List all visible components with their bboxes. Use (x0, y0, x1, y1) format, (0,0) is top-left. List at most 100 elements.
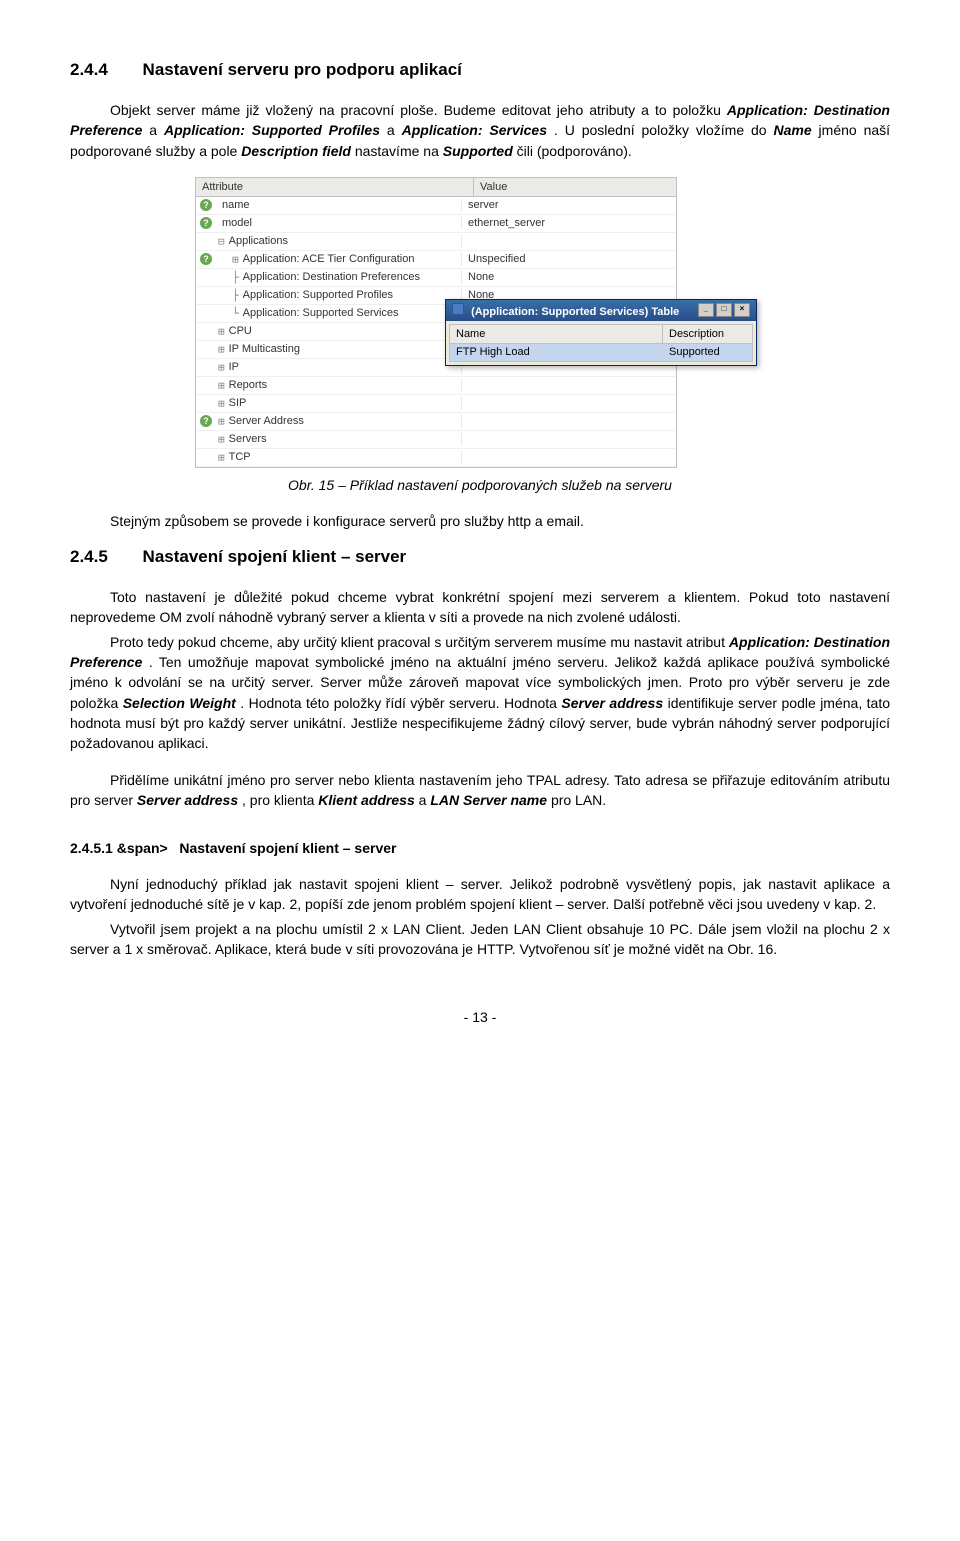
attribute-value: Unspecified (462, 253, 676, 265)
text: a (149, 122, 164, 138)
emph: LAN Server name (430, 792, 547, 808)
attribute-label: TCP (229, 451, 251, 463)
attribute-cell-name: ? model (196, 217, 462, 229)
text: Proto tedy pokud chceme, aby určitý klie… (110, 634, 729, 650)
attribute-row[interactable]: ? ⊞ Application: ACE Tier Configuration Uns… (196, 251, 676, 269)
paragraph-4: Přidělíme unikátní jméno pro server nebo… (70, 770, 890, 811)
tree-expand-icon[interactable]: ⊞ (218, 361, 225, 374)
attribute-value: None (462, 271, 676, 283)
attribute-label: Application: Supported Profiles (243, 289, 393, 301)
attribute-label: model (222, 217, 252, 229)
attribute-row[interactable]: ├Application: Destination PreferencesNon… (196, 269, 676, 287)
heading-244-number: 2.4.4 (70, 60, 108, 79)
popup-icon (452, 303, 464, 315)
attribute-value: ethernet_server (462, 217, 676, 229)
emph: Application: Supported Profiles (164, 122, 380, 138)
attribute-label: Application: Supported Services (243, 307, 399, 319)
attribute-label: CPU (229, 325, 252, 337)
popup-grid-header: Name Description (450, 325, 752, 344)
attribute-cell-name: ├Application: Destination Preferences (196, 271, 462, 284)
attribute-row[interactable]: ⊞ Servers (196, 431, 676, 449)
figure-15-caption: Obr. 15 – Příklad nastavení podporovanýc… (70, 477, 890, 493)
tree-expand-icon[interactable]: ⊟ (218, 235, 225, 248)
attribute-cell-name: ├Application: Supported Profiles (196, 289, 462, 302)
tree-expand-icon[interactable]: ⊞ (218, 253, 239, 266)
minimize-button[interactable]: _ (698, 303, 714, 317)
emph: Klient address (318, 792, 414, 808)
tree-expand-icon[interactable]: ⊞ (218, 415, 225, 428)
emph: Description field (241, 143, 351, 159)
tree-expand-icon[interactable]: ⊞ (218, 451, 225, 464)
tree-expand-icon[interactable]: ⊞ (218, 343, 225, 356)
attribute-row[interactable]: ?⊞Server Address (196, 413, 676, 431)
paragraph-6: Vytvořil jsem projekt a na plochu umísti… (70, 919, 890, 960)
heading-2451-number: 2.4.5.1 (70, 840, 113, 856)
text: . U poslední položky vložíme do (554, 122, 774, 138)
attribute-cell-name: ⊞ TCP (196, 451, 462, 464)
maximize-button[interactable]: □ (716, 303, 732, 317)
help-icon[interactable]: ? (200, 199, 212, 211)
tree-expand-icon: ├ (218, 271, 239, 284)
emph: Selection Weight (123, 695, 236, 711)
popup-col-name: Name (450, 325, 663, 343)
emph: Server address (137, 792, 238, 808)
attribute-cell-name: ⊞ IP Multicasting (196, 343, 462, 356)
attribute-cell-name: ?name (196, 199, 462, 211)
help-icon[interactable]: ? (200, 217, 212, 229)
emph: Name (774, 122, 812, 138)
heading-244: 2.4.4 Nastavení serveru pro podporu apli… (70, 60, 890, 80)
supported-services-popup: (Application: Supported Services) Table … (445, 299, 757, 366)
popup-col-desc: Description (663, 325, 752, 343)
tree-expand-icon[interactable]: ⊞ (218, 379, 225, 392)
popup-cell-name: FTP High Load (450, 346, 663, 358)
attribute-row[interactable]: ?nameserver (196, 197, 676, 215)
heading-2451: 2.4.5.1 &span> Nastavení spojení klient … (70, 840, 890, 856)
popup-title-text: (Application: Supported Services) Table (471, 306, 679, 318)
attribute-label: Servers (229, 433, 267, 445)
page-container: 2.4.4 Nastavení serveru pro podporu apli… (0, 0, 960, 1065)
attribute-cell-name: ⊟ Applications (196, 235, 462, 248)
heading-245: 2.4.5 Nastavení spojení klient – server (70, 547, 890, 567)
attribute-row[interactable]: ⊞ SIP (196, 395, 676, 413)
popup-body: Name Description FTP High Load Supported (449, 324, 753, 362)
attribute-cell-name: ⊞ Servers (196, 433, 462, 446)
tree-expand-icon[interactable]: ⊞ (218, 325, 225, 338)
figure-15: Attribute Value ?nameserver?modeletherne… (195, 177, 765, 467)
attribute-row[interactable]: ⊞ TCP (196, 449, 676, 467)
attribute-label: Reports (229, 379, 268, 391)
attribute-label: Application: ACE Tier Configuration (243, 253, 415, 265)
attribute-cell-name: ⊞ Reports (196, 379, 462, 392)
popup-grid-row[interactable]: FTP High Load Supported (450, 344, 752, 361)
popup-titlebar[interactable]: (Application: Supported Services) Table … (446, 300, 756, 321)
attribute-value: server (462, 199, 676, 211)
attribute-cell-name: ⊞ CPU (196, 325, 462, 338)
attribute-label: SIP (229, 397, 247, 409)
attribute-label: IP (229, 361, 239, 373)
figure-15-wrap: Attribute Value ?nameserver?modeletherne… (70, 177, 890, 467)
heading-244-title: Nastavení serveru pro podporu aplikací (143, 60, 462, 79)
tree-expand-icon[interactable]: ⊞ (218, 433, 225, 446)
emph: Supported (443, 143, 513, 159)
popup-window-buttons: _ □ × (698, 303, 750, 317)
text: a (387, 122, 402, 138)
attribute-cell-name: └ Application: Supported Services (196, 307, 462, 320)
paragraph-3b: Proto tedy pokud chceme, aby určitý klie… (70, 632, 890, 754)
attribute-row[interactable]: ⊟ Applications (196, 233, 676, 251)
tree-expand-icon[interactable]: ⊞ (218, 397, 225, 410)
paragraph-2: Stejným způsobem se provede i konfigurac… (70, 511, 890, 531)
paragraph-3a: Toto nastavení je důležité pokud chceme … (70, 587, 890, 628)
help-icon[interactable]: ? (200, 415, 212, 427)
attribute-row[interactable]: ⊞ Reports (196, 377, 676, 395)
close-button[interactable]: × (734, 303, 750, 317)
popup-title-left: (Application: Supported Services) Table (452, 303, 679, 318)
attribute-label: Applications (229, 235, 288, 247)
help-icon[interactable]: ? (200, 253, 212, 265)
attribute-row[interactable]: ? model ethernet_server (196, 215, 676, 233)
tree-expand-icon: └ (218, 307, 239, 320)
text: , pro klienta (242, 792, 318, 808)
page-number: - 13 - (70, 1009, 890, 1025)
attribute-label: IP Multicasting (229, 343, 300, 355)
attribute-cell-name: ?⊞Server Address (196, 415, 462, 428)
text: Objekt server máme již vložený na pracov… (110, 102, 727, 118)
attribute-cell-name: ⊞ SIP (196, 397, 462, 410)
